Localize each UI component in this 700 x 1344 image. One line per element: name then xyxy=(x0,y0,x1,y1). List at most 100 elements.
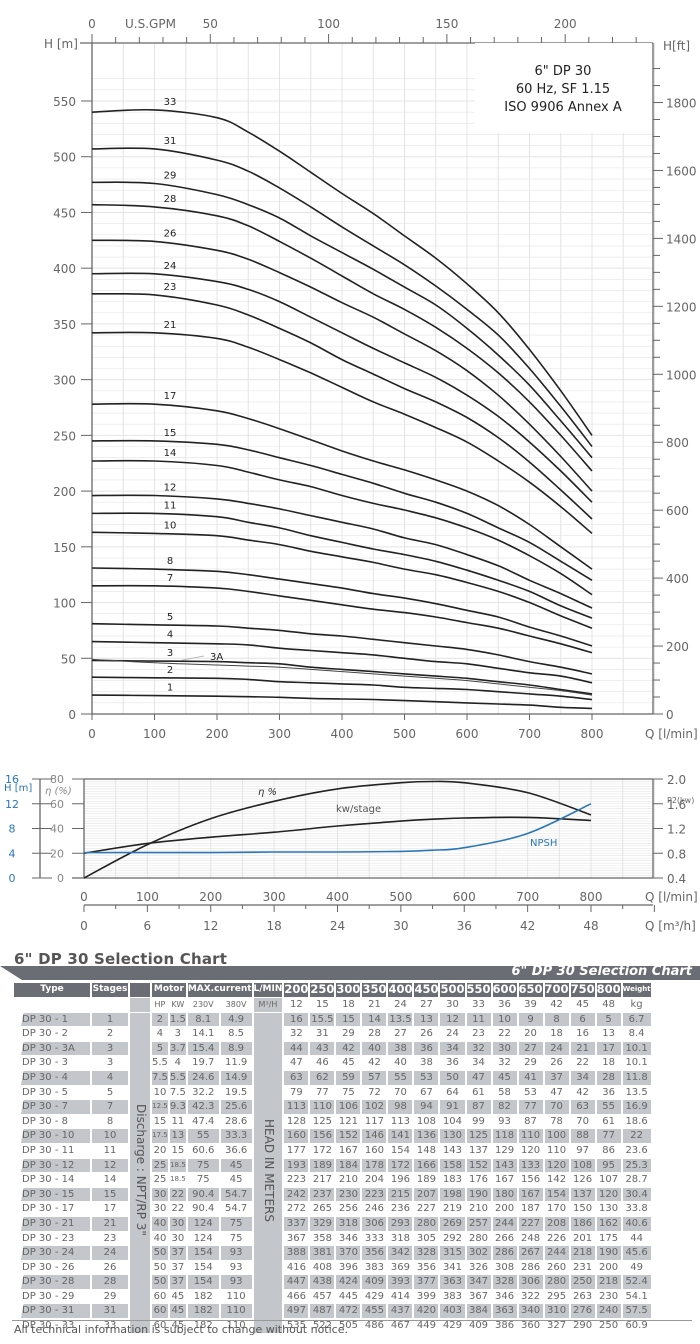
head-cell: 82 xyxy=(492,1100,517,1114)
head-cell: 505 xyxy=(338,1320,358,1332)
svg-text:1600: 1600 xyxy=(666,164,697,178)
subheader-cell: 30 xyxy=(446,999,459,1010)
weight-cell: 10.1 xyxy=(622,1041,651,1056)
curve-power xyxy=(83,816,592,855)
svg-text:η (%): η (%) xyxy=(45,786,72,797)
col-flow-500: 500 xyxy=(440,982,465,997)
head-cell: 88 xyxy=(570,1129,595,1143)
motor-cell: 5.5 xyxy=(152,1057,168,1069)
head-cell: 20 xyxy=(524,1028,537,1040)
subheader-cell xyxy=(130,998,150,1012)
stages-cell: 3 xyxy=(92,1041,128,1056)
head-cell: 250 xyxy=(599,1320,619,1332)
subheader-cell xyxy=(14,998,90,1012)
footnote-divider xyxy=(12,1320,692,1321)
motor-cell: 124 xyxy=(193,1232,213,1244)
motor-cell: 110 xyxy=(226,1290,246,1302)
col-flow-350: 350 xyxy=(362,982,387,997)
head-cell: 190 xyxy=(596,1246,621,1260)
motor-cell: 182 xyxy=(187,1304,219,1319)
subheader-cell: 33 xyxy=(472,999,485,1010)
svg-text:31: 31 xyxy=(164,136,177,147)
head-cell: 322 xyxy=(520,1290,541,1302)
head-cell: 267 xyxy=(518,1246,543,1260)
motor-cell: 25.6 xyxy=(220,1100,252,1114)
head-cell: 154 xyxy=(544,1187,569,1202)
head-cell: 37 xyxy=(544,1070,569,1085)
motor-cell: 40 xyxy=(153,1232,167,1244)
motor-cell: 24.6 xyxy=(187,1070,219,1085)
head-cell: 342 xyxy=(388,1246,413,1260)
svg-text:300: 300 xyxy=(263,890,286,904)
weight-cell: 13.5 xyxy=(625,1086,648,1098)
table-row: DP 30 - 8 8 15 11 47.4 28.6 128 125 121 117 113 108… xyxy=(14,1115,651,1129)
curve-npsh xyxy=(83,803,592,854)
head-cell: 87 xyxy=(466,1100,491,1114)
motor-cell: 124 xyxy=(187,1216,219,1231)
motor-cell: 30 xyxy=(171,1232,185,1244)
head-cell: 36 xyxy=(602,1086,615,1098)
table-row: DP 30 - 11 11 20 15 60.6 36.6 177 172 167 160 154 1… xyxy=(14,1144,651,1158)
svg-text:12: 12 xyxy=(5,798,19,811)
motor-cell: 60 xyxy=(153,1320,167,1332)
table-header-row: Type Stages Motor MAX.current L/MIN 200 2… xyxy=(14,982,651,997)
stages-cell: 12 xyxy=(92,1158,128,1173)
head-cell: 34 xyxy=(472,1057,485,1069)
motor-cell: 8.1 xyxy=(187,1012,219,1027)
svg-text:15: 15 xyxy=(164,428,177,439)
head-cell: 187 xyxy=(520,1203,541,1215)
table-row: DP 30 - 33 33 60 45 182 110 535 522 505 486 467 449… xyxy=(14,1319,651,1333)
motor-cell: 2 xyxy=(152,1012,168,1027)
head-cell: 424 xyxy=(336,1275,361,1289)
head-cell: 386 xyxy=(494,1320,515,1332)
table-row: DP 30 - 26 26 50 37 154 93 416 408 396 383 369 356 3… xyxy=(14,1261,651,1275)
head-in-meters-label: HEAD IN METERS xyxy=(261,1118,276,1222)
motor-cell: 7.5 xyxy=(152,1070,168,1085)
motor-cell: 45 xyxy=(171,1290,185,1302)
head-cell: 486 xyxy=(364,1320,384,1332)
svg-text:1200: 1200 xyxy=(666,300,697,314)
head-cell: 24 xyxy=(446,1028,459,1040)
head-curve-3A xyxy=(91,658,593,696)
head-cell: 230 xyxy=(599,1290,619,1302)
head-cell: 148 xyxy=(416,1144,437,1156)
col-flow-800: 800 xyxy=(596,982,621,997)
head-cell: 487 xyxy=(310,1304,335,1319)
weight-cell: 16.9 xyxy=(622,1100,651,1114)
head-cell: 38 xyxy=(420,1057,433,1069)
svg-text:200: 200 xyxy=(206,727,229,741)
head-cell: 172 xyxy=(312,1144,332,1156)
svg-text:U.S.GPM: U.S.GPM xyxy=(125,17,176,31)
type-cell: DP 30 - 24 xyxy=(14,1246,90,1260)
col-lmin: L/MIN xyxy=(253,983,283,997)
weight-cell: 30.4 xyxy=(622,1187,651,1202)
head-cell: 306 xyxy=(362,1216,387,1231)
type-cell: DP 30 - 33 xyxy=(22,1320,75,1332)
table-row: DP 30 - 5 5 10 7.5 32.2 19.5 79 77 75 72 70 67 64 61 5… xyxy=(14,1086,651,1100)
stages-cell: 14 xyxy=(103,1174,117,1186)
svg-text:6" DP 30: 6" DP 30 xyxy=(535,64,592,79)
svg-text:2: 2 xyxy=(167,665,173,676)
motor-cell: 110 xyxy=(226,1320,246,1332)
head-cell: 13.5 xyxy=(388,1012,413,1027)
svg-text:500: 500 xyxy=(389,890,412,904)
table-row: DP 30 - 3A 3 5 3.7 15.4 8.9 44 43 42 40 38 36 34 32 30… xyxy=(14,1041,651,1056)
head-cell: 363 xyxy=(440,1275,465,1289)
efficiency-power-npsh-curves: η % kw/stage NPSH xyxy=(83,780,592,879)
weight-cell: 60.9 xyxy=(625,1320,648,1332)
stages-cell: 23 xyxy=(103,1232,117,1244)
svg-text:4: 4 xyxy=(9,847,16,860)
stages-cell: 26 xyxy=(103,1261,117,1273)
head-cell: 280 xyxy=(414,1216,439,1231)
subheader-cell: 230V xyxy=(192,1000,214,1009)
motor-cell: 4 xyxy=(156,1028,164,1040)
head-cell: 28 xyxy=(596,1070,621,1085)
svg-text:H [m]: H [m] xyxy=(4,783,32,794)
head-cell: 150 xyxy=(573,1203,593,1215)
head-cell: 63 xyxy=(570,1100,595,1114)
svg-text:Q [l/min]: Q [l/min] xyxy=(645,727,698,741)
svg-text:50: 50 xyxy=(203,17,218,31)
col-flow-700: 700 xyxy=(544,982,569,997)
svg-text:300: 300 xyxy=(53,374,76,388)
weight-cell: 57.5 xyxy=(622,1304,651,1319)
